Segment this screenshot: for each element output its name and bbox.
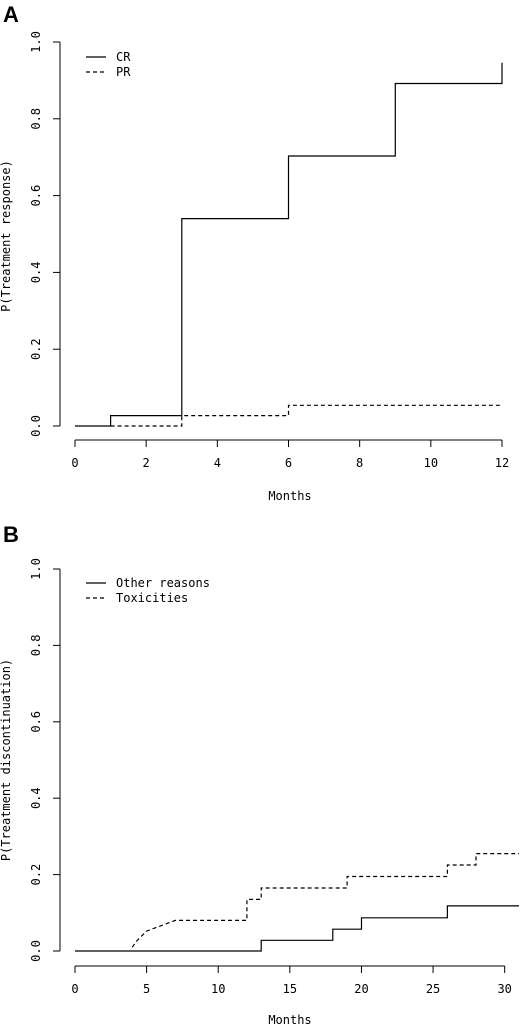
series-line-pr bbox=[110, 404, 502, 427]
legend-label: Toxicities bbox=[116, 591, 188, 605]
x-tick-label: 4 bbox=[214, 456, 221, 470]
y-tick-label: 0.0 bbox=[29, 940, 43, 962]
x-tick-label: 2 bbox=[143, 456, 150, 470]
x-tick-label: 10 bbox=[424, 456, 438, 470]
legend-label: Other reasons bbox=[116, 576, 210, 590]
x-tick-label: 10 bbox=[211, 982, 225, 996]
panel-a: A Months P(Treatment response) 0 2 4 6 8 10 12… bbox=[0, 2, 509, 503]
y-tick-label: 0.4 bbox=[29, 262, 43, 284]
x-axis-title-b: Months bbox=[268, 1013, 311, 1027]
y-tick-label: 0.8 bbox=[29, 108, 43, 130]
x-tick-label: 5 bbox=[143, 982, 150, 996]
y-tick-label: 0.6 bbox=[29, 711, 43, 733]
x-tick-label: 25 bbox=[426, 982, 440, 996]
series-line-cr bbox=[75, 62, 503, 427]
panel-letter-a: A bbox=[3, 2, 19, 27]
series-line-other-reasons bbox=[75, 905, 519, 952]
panel-letter-b: B bbox=[3, 522, 19, 547]
x-tick-label: 12 bbox=[495, 456, 509, 470]
x-tick-label: 30 bbox=[497, 982, 511, 996]
x-tick-label: 0 bbox=[71, 982, 78, 996]
panel-b: B Months P(Treatment discontinuation) 0 5… bbox=[0, 522, 519, 1027]
y-tick-label: 0.6 bbox=[29, 185, 43, 207]
x-tick-label: 20 bbox=[354, 982, 368, 996]
y-tick-label: 1.0 bbox=[29, 31, 43, 53]
y-tick-label: 0.4 bbox=[29, 787, 43, 809]
y-axis-title-a: P(Treatment response) bbox=[0, 160, 13, 312]
y-tick-label: 0.8 bbox=[29, 635, 43, 657]
y-tick-label: 0.0 bbox=[29, 415, 43, 437]
legend-label: CR bbox=[116, 50, 131, 64]
x-tick-label: 0 bbox=[71, 456, 78, 470]
y-tick-label: 0.2 bbox=[29, 338, 43, 360]
y-tick-label: 0.2 bbox=[29, 864, 43, 886]
legend-label: PR bbox=[116, 65, 131, 79]
series-line-toxicities bbox=[131, 852, 519, 948]
x-tick-label: 6 bbox=[285, 456, 292, 470]
y-tick-label: 1.0 bbox=[29, 558, 43, 580]
x-tick-label: 15 bbox=[283, 982, 297, 996]
x-tick-label: 8 bbox=[356, 456, 363, 470]
x-axis-title-a: Months bbox=[268, 489, 311, 503]
y-axis-title-b: P(Treatment discontinuation) bbox=[0, 659, 13, 861]
